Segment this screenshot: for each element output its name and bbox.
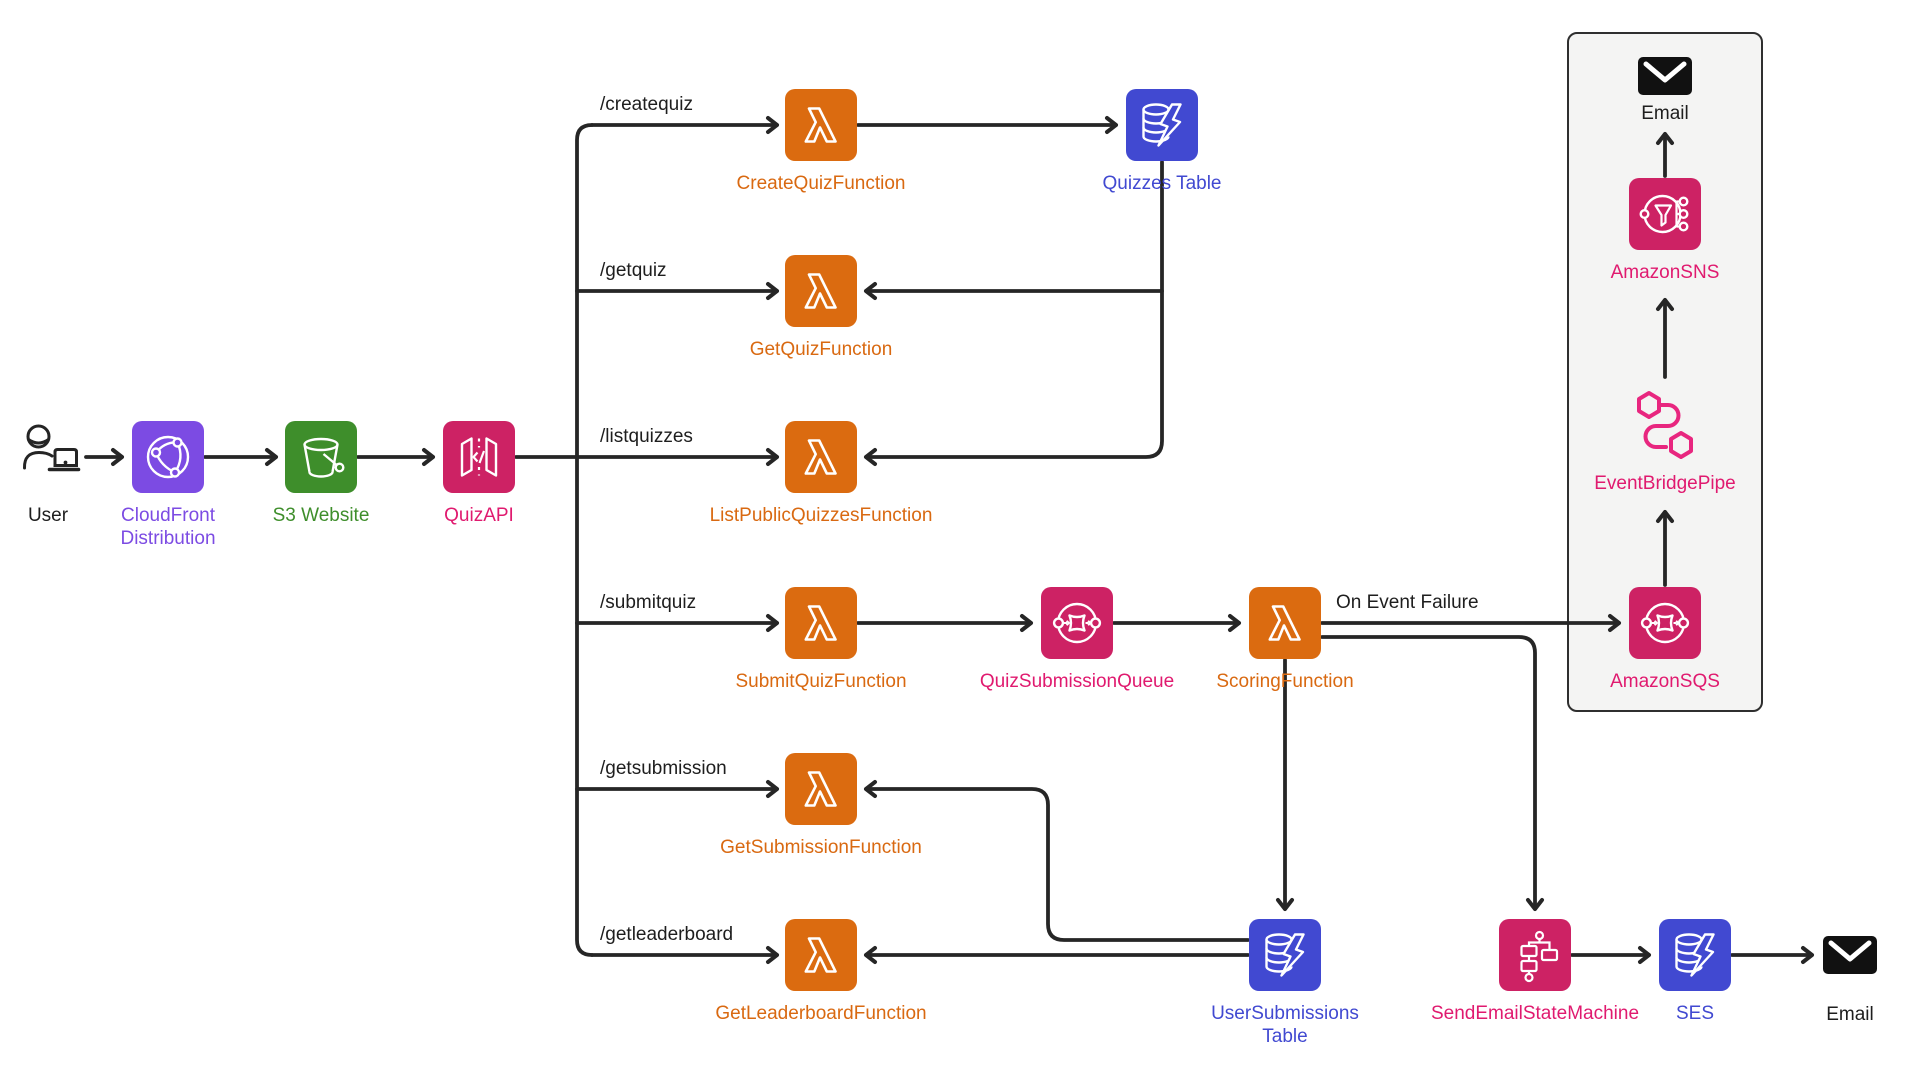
node-get-leaderboard-function: GetLeaderboardFunction bbox=[691, 919, 951, 1025]
lambda-icon bbox=[785, 919, 857, 991]
node-label: QuizSubmissionQueue bbox=[979, 671, 1175, 692]
node-label: CreateQuizFunction bbox=[736, 173, 906, 194]
email-envelope-icon bbox=[1822, 935, 1878, 975]
node-get-quiz-function: GetQuizFunction bbox=[691, 255, 951, 361]
route-label-createquiz: /createquiz bbox=[600, 94, 693, 115]
node-email-recipient: Email bbox=[1790, 935, 1910, 1026]
node-label: Email bbox=[1826, 1004, 1874, 1025]
node-amazon-sqs: AmazonSQS bbox=[1585, 587, 1745, 693]
node-label: Email bbox=[1641, 103, 1689, 124]
node-label: AmazonSQS bbox=[1610, 671, 1720, 692]
step-functions-icon bbox=[1499, 919, 1571, 991]
lambda-icon bbox=[785, 587, 857, 659]
node-cloudfront: CloudFront Distribution bbox=[93, 421, 243, 550]
node-label: EventBridgePipe bbox=[1594, 473, 1736, 494]
lambda-icon bbox=[785, 421, 857, 493]
route-label-getsubmission: /getsubmission bbox=[600, 758, 727, 779]
on-event-failure-label: On Event Failure bbox=[1336, 592, 1479, 613]
node-user-submissions-table: UserSubmissions Table bbox=[1200, 919, 1370, 1048]
node-event-bridge-pipe: EventBridgePipe bbox=[1570, 386, 1760, 495]
lambda-icon bbox=[785, 753, 857, 825]
node-label: QuizAPI bbox=[444, 505, 514, 526]
node-quiz-api: QuizAPI bbox=[399, 421, 559, 527]
node-label: Quizzes Table bbox=[1102, 173, 1222, 194]
edge-quizzestable-listquizzes bbox=[864, 160, 1164, 466]
route-label-getleaderboard: /getleaderboard bbox=[600, 924, 734, 945]
ses-icon bbox=[1659, 919, 1731, 991]
node-label: SubmitQuizFunction bbox=[735, 671, 907, 692]
user-icon bbox=[22, 424, 81, 472]
node-label: GetSubmissionFunction bbox=[720, 837, 922, 858]
route-label-listquizzes: /listquizzes bbox=[600, 426, 693, 447]
sqs-queue-icon bbox=[1629, 587, 1701, 659]
node-label: CloudFront Distribution bbox=[120, 505, 216, 549]
node-scoring-function: ScoringFunction bbox=[1185, 587, 1385, 693]
email-envelope-icon bbox=[1637, 56, 1693, 96]
node-label: GetLeaderboardFunction bbox=[715, 1003, 927, 1024]
node-label: ScoringFunction bbox=[1216, 671, 1354, 692]
node-amazon-sns: AmazonSNS bbox=[1585, 178, 1745, 284]
node-get-submission-function: GetSubmissionFunction bbox=[691, 753, 951, 859]
lambda-icon bbox=[785, 255, 857, 327]
lambda-icon bbox=[785, 89, 857, 161]
edge-api-trunk bbox=[575, 123, 594, 957]
route-label-getquiz: /getquiz bbox=[600, 260, 667, 281]
node-label: UserSubmissions Table bbox=[1211, 1003, 1359, 1047]
node-s3-website: S3 Website bbox=[241, 421, 401, 527]
node-label: User bbox=[27, 505, 69, 526]
node-user: User bbox=[0, 421, 108, 527]
eventbridge-pipe-icon bbox=[1637, 391, 1693, 459]
sns-icon bbox=[1629, 178, 1701, 250]
node-label: ListPublicQuizzesFunction bbox=[709, 505, 933, 526]
dynamodb-table-icon bbox=[1249, 919, 1321, 991]
node-label: GetQuizFunction bbox=[749, 339, 893, 360]
s3-bucket-icon bbox=[285, 421, 357, 493]
node-label: SendEmailStateMachine bbox=[1430, 1003, 1640, 1024]
edge-usersubmissions-getsubmission bbox=[864, 780, 1250, 942]
edge-scoring-statemachine bbox=[1320, 635, 1544, 911]
node-label: SES bbox=[1675, 1003, 1715, 1024]
node-quiz-submission-queue: QuizSubmissionQueue bbox=[967, 587, 1187, 693]
node-label: AmazonSNS bbox=[1610, 262, 1720, 283]
node-ses: SES bbox=[1635, 919, 1755, 1025]
node-list-public-quizzes-function: ListPublicQuizzesFunction bbox=[691, 421, 951, 527]
node-quizzes-table: Quizzes Table bbox=[1062, 89, 1262, 195]
lambda-icon bbox=[1249, 587, 1321, 659]
node-label: S3 Website bbox=[272, 505, 370, 526]
cloudfront-icon bbox=[132, 421, 204, 493]
api-gateway-icon bbox=[443, 421, 515, 493]
node-submit-quiz-function: SubmitQuizFunction bbox=[691, 587, 951, 693]
sqs-queue-icon bbox=[1041, 587, 1113, 659]
node-email-failure: Email bbox=[1605, 56, 1725, 125]
node-create-quiz-function: CreateQuizFunction bbox=[691, 89, 951, 195]
node-send-email-state-machine: SendEmailStateMachine bbox=[1410, 919, 1660, 1025]
dynamodb-table-icon bbox=[1126, 89, 1198, 161]
route-label-submitquiz: /submitquiz bbox=[600, 592, 697, 613]
